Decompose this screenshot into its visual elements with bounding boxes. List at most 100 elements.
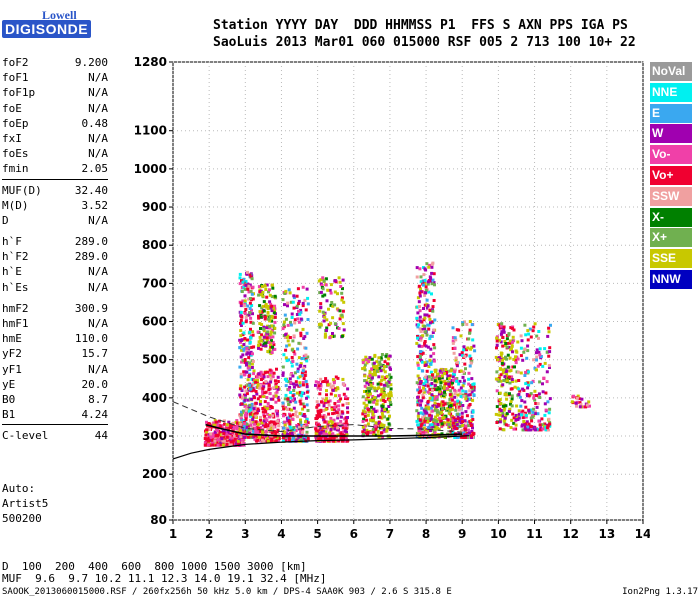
echo-point bbox=[318, 426, 322, 430]
param-name: h`Es bbox=[2, 280, 29, 294]
echo-point bbox=[224, 432, 228, 436]
echo-point bbox=[281, 401, 285, 405]
echo-point bbox=[259, 372, 262, 376]
echo-point bbox=[543, 413, 547, 417]
echo-point bbox=[584, 405, 588, 409]
echo-point bbox=[245, 392, 249, 396]
echo-point bbox=[469, 384, 473, 388]
echo-point bbox=[284, 348, 288, 352]
echo-point bbox=[215, 441, 219, 445]
echo-point bbox=[362, 417, 366, 421]
echo-point bbox=[533, 425, 537, 429]
echo-point bbox=[464, 424, 468, 428]
echo-point bbox=[302, 405, 306, 409]
echo-point bbox=[543, 347, 547, 351]
echo-point bbox=[270, 309, 274, 313]
param-name: foF1p bbox=[2, 86, 36, 100]
echo-point bbox=[511, 380, 514, 383]
echo-point bbox=[430, 271, 434, 275]
echo-point bbox=[520, 413, 523, 417]
echo-point bbox=[243, 287, 247, 291]
echo-point bbox=[386, 417, 390, 421]
echo-point bbox=[415, 419, 419, 423]
echo-point bbox=[428, 358, 432, 362]
echo-point bbox=[430, 282, 434, 286]
distance-row: D 100 200 400 600 800 1000 1500 3000 [km… bbox=[2, 560, 307, 573]
echo-point bbox=[418, 354, 422, 358]
echo-point bbox=[379, 393, 383, 397]
echo-point bbox=[303, 414, 307, 418]
echo-point bbox=[419, 287, 422, 291]
echo-point bbox=[270, 314, 274, 318]
echo-point bbox=[325, 389, 328, 393]
echo-point bbox=[247, 313, 251, 317]
echo-point bbox=[296, 317, 300, 321]
param-row: foF1p N/A bbox=[2, 85, 108, 100]
echo-point bbox=[439, 371, 443, 375]
echo-point bbox=[580, 397, 584, 401]
echo-point bbox=[530, 419, 534, 423]
echo-point bbox=[419, 336, 423, 340]
echo-point bbox=[259, 289, 263, 293]
echo-point bbox=[317, 437, 321, 441]
echo-point bbox=[434, 423, 438, 427]
param-name: C-level bbox=[2, 429, 49, 443]
echo-point bbox=[572, 394, 576, 398]
echo-point bbox=[248, 352, 252, 356]
echo-point bbox=[244, 411, 248, 415]
echo-point bbox=[547, 417, 551, 421]
echo-point bbox=[546, 334, 550, 338]
echo-point bbox=[324, 399, 327, 403]
echo-point bbox=[325, 326, 329, 330]
y-tick-label: 200 bbox=[142, 467, 167, 481]
legend-item: X+ bbox=[650, 228, 692, 248]
echo-point bbox=[249, 316, 253, 320]
param-separator bbox=[2, 424, 108, 426]
echo-point bbox=[416, 414, 420, 418]
echo-point bbox=[435, 420, 439, 423]
echo-point bbox=[248, 406, 252, 410]
echo-point bbox=[451, 381, 454, 385]
echo-point bbox=[429, 334, 433, 338]
echo-point bbox=[504, 342, 508, 345]
echo-point bbox=[248, 403, 252, 407]
echo-point bbox=[288, 400, 292, 404]
echo-point bbox=[299, 331, 303, 335]
echo-point bbox=[285, 421, 289, 425]
echo-point bbox=[364, 379, 368, 383]
echo-point bbox=[276, 387, 280, 391]
echo-point bbox=[465, 414, 469, 418]
echo-point bbox=[535, 348, 539, 352]
echo-point bbox=[211, 435, 215, 439]
echo-point bbox=[267, 304, 271, 308]
echo-point bbox=[364, 358, 368, 362]
param-row: h`Es N/A bbox=[2, 280, 108, 295]
echo-point bbox=[496, 323, 500, 326]
echo-point bbox=[523, 427, 527, 431]
echo-point bbox=[532, 325, 536, 329]
echo-point bbox=[382, 428, 386, 432]
echo-point bbox=[451, 347, 455, 350]
echo-point bbox=[222, 432, 226, 436]
echo-point bbox=[336, 416, 340, 420]
param-name: yF2 bbox=[2, 347, 22, 361]
echo-point bbox=[534, 351, 538, 355]
echo-point bbox=[277, 424, 281, 428]
echo-point bbox=[247, 284, 251, 288]
echo-point bbox=[526, 329, 530, 333]
echo-point bbox=[455, 427, 459, 430]
echo-point bbox=[578, 405, 582, 409]
echo-point bbox=[468, 389, 472, 393]
echo-point bbox=[422, 283, 425, 287]
echo-point bbox=[446, 418, 450, 422]
legend-item: NoVal bbox=[650, 62, 692, 81]
echo-point bbox=[327, 307, 330, 311]
echo-point bbox=[425, 419, 429, 423]
echo-point bbox=[305, 433, 309, 437]
echo-point bbox=[363, 414, 367, 418]
echo-point bbox=[450, 402, 454, 406]
echo-point bbox=[534, 428, 538, 432]
echo-point bbox=[264, 288, 268, 291]
echo-point bbox=[465, 348, 469, 352]
station-header: Station YYYY DAY DDD HHMMSS P1 FFS S AXN… bbox=[213, 17, 636, 51]
